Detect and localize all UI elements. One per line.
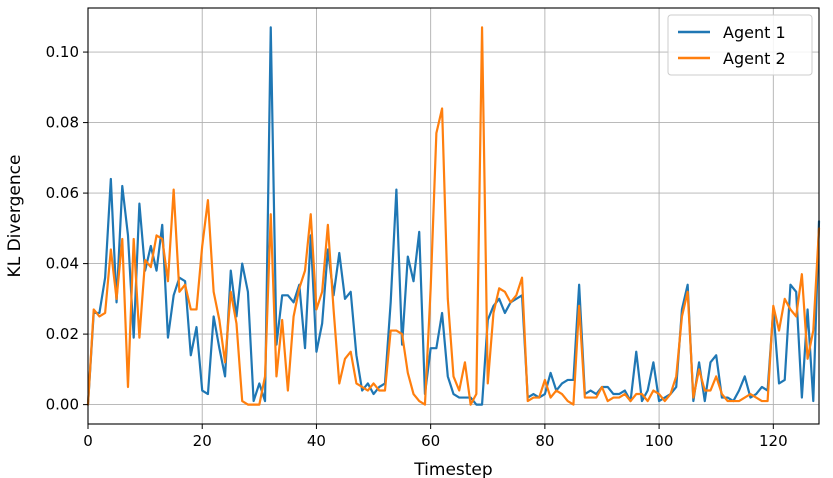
legend-box <box>667 14 813 76</box>
x-tick-label: 120 <box>759 432 788 450</box>
series-lines <box>86 26 821 406</box>
grid <box>87 8 819 424</box>
x-tick-label: 60 <box>421 432 440 450</box>
x-tick-label: 40 <box>307 432 326 450</box>
axis-ticks: 0 20 40 60 80 100 120 0.00 0.02 0.04 0.06 0.08 0.10 <box>46 43 788 450</box>
series-line-agent-2 <box>86 26 821 406</box>
legend-label-agent-2: Agent 2 <box>723 49 786 68</box>
y-axis-label: KL Divergence <box>5 155 25 278</box>
y-tick-label: 0.10 <box>46 43 79 61</box>
legend: Agent 1 Agent 2 <box>667 14 813 76</box>
plot-area-frame <box>87 7 820 425</box>
x-tick-label: 20 <box>193 432 212 450</box>
x-axis-label: Timestep <box>413 460 492 478</box>
y-tick-label: 0.06 <box>46 184 79 202</box>
x-tick-label: 0 <box>83 432 93 450</box>
legend-label-agent-1: Agent 1 <box>723 23 786 42</box>
x-tick-label: 100 <box>645 432 674 450</box>
y-tick-label: 0.08 <box>46 114 79 132</box>
y-tick-label: 0.04 <box>46 255 79 273</box>
x-tick-label: 80 <box>535 432 554 450</box>
y-tick-label: 0.02 <box>46 325 79 343</box>
y-tick-label: 0.00 <box>46 396 79 414</box>
